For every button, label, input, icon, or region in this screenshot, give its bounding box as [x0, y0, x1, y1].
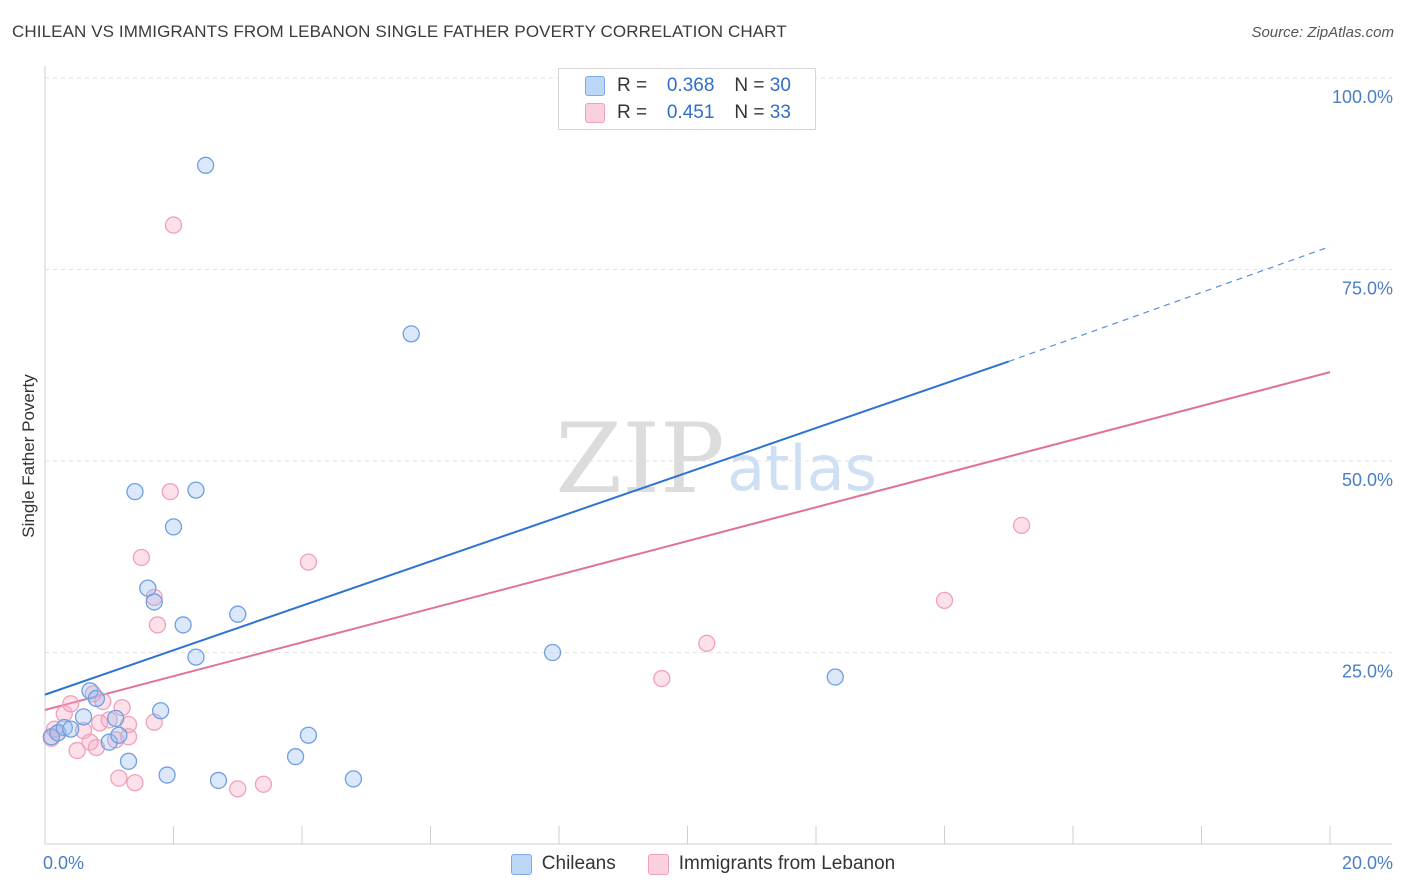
lebanon-point: [100, 711, 118, 729]
chilean-point: [174, 616, 192, 634]
legend-swatch-blue: [585, 76, 605, 96]
chart-title: CHILEAN VS IMMIGRANTS FROM LEBANON SINGL…: [12, 22, 787, 41]
lebanon-point: [254, 775, 273, 793]
legend-swatch-pink: [647, 853, 669, 875]
chilean-point: [196, 156, 215, 174]
chilean-point: [229, 605, 247, 623]
legend-row-chileans: R = 0.368 N = 30: [585, 73, 791, 99]
lebanon-point: [698, 634, 716, 652]
chilean-point: [187, 648, 205, 666]
chileans-trend-extension: [1008, 245, 1331, 362]
chilean-point: [299, 726, 318, 744]
lebanon-point: [229, 780, 247, 798]
trend-lines: [44, 245, 1331, 711]
lebanon-point: [1012, 516, 1031, 534]
chilean-point: [119, 752, 138, 770]
chilean-point: [110, 726, 128, 744]
legend-r-label: R =: [617, 75, 648, 96]
lebanon-point: [87, 738, 106, 757]
y-tick-label: 100.0%: [1332, 87, 1393, 107]
y-axis-title: Single Father Poverty: [19, 374, 38, 538]
lebanon-point: [935, 591, 954, 610]
chilean-point: [151, 702, 170, 720]
lebanon-point: [68, 741, 86, 760]
chilean-point: [100, 733, 118, 751]
legend-n-value: 33: [769, 102, 791, 123]
series-legend: Chileans Immigrants from Lebanon: [0, 851, 1406, 877]
lebanon-point: [161, 482, 179, 501]
legend-n-label: N =: [734, 102, 765, 123]
lebanon-trend-line: [44, 371, 1331, 711]
legend-swatch-pink: [585, 103, 605, 123]
watermark: ZIP atlas: [555, 403, 877, 515]
legend-r-value: 0.368: [666, 75, 715, 96]
lebanon-point: [653, 669, 671, 688]
watermark-atlas: atlas: [727, 432, 877, 505]
legend-n-value: 30: [769, 75, 791, 96]
chilean-point: [402, 325, 420, 343]
lebanon-point: [145, 588, 163, 606]
lebanon-point: [148, 616, 167, 634]
chilean-point: [164, 518, 183, 536]
chilean-point: [62, 720, 80, 738]
chilean-point: [209, 771, 228, 790]
axes: [44, 66, 1392, 845]
lebanon-point: [132, 548, 151, 567]
tick-labels: 100.0% 75.0% 50.0% 25.0% 0.0% 20.0% Single Fat…: [19, 87, 1393, 873]
lebanon-points: [42, 69, 1031, 798]
lebanon-point: [62, 695, 80, 713]
y-tick-label: 50.0%: [1342, 470, 1393, 490]
source-credit: Source: ZipAtlas.com: [1251, 24, 1394, 41]
lebanon-point: [110, 769, 128, 787]
chilean-point: [187, 481, 205, 499]
legend-label-chileans: Chileans: [541, 853, 616, 874]
chilean-point: [55, 718, 73, 737]
chilean-point: [826, 668, 844, 686]
legend-r-label: R =: [617, 102, 648, 123]
chilean-point: [126, 482, 144, 501]
lebanon-point: [113, 699, 131, 717]
y-tick-label: 75.0%: [1342, 279, 1393, 299]
x-tick-label-min: 0.0%: [43, 853, 84, 873]
lebanon-point: [90, 714, 109, 732]
watermark-zip: ZIP: [555, 403, 724, 515]
chilean-point: [74, 708, 93, 726]
lebanon-point: [126, 774, 144, 792]
lebanon-point: [55, 705, 73, 723]
correlation-legend: R = 0.368 N = 30 R = 0.451 N = 33: [558, 68, 816, 130]
chilean-point: [286, 748, 305, 766]
legend-row-lebanon: R = 0.451 N = 33: [585, 100, 791, 126]
chilean-point: [158, 766, 176, 784]
lebanon-point: [299, 553, 318, 571]
chilean-point: [107, 709, 125, 728]
chilean-point: [87, 689, 106, 708]
chilean-points: [42, 69, 844, 790]
x-tick-label-max: 20.0%: [1342, 853, 1393, 873]
legend-item-lebanon: Immigrants from Lebanon: [647, 853, 896, 875]
chilean-point: [145, 593, 163, 611]
lebanon-point: [164, 216, 183, 234]
y-tick-label: 25.0%: [1342, 662, 1393, 682]
chilean-point: [344, 770, 363, 788]
legend-n-label: N =: [734, 75, 765, 96]
legend-swatch-blue: [510, 853, 532, 875]
chilean-point: [543, 643, 562, 662]
chileans-trend-line: [44, 360, 1010, 696]
legend-r-value: 0.451: [666, 102, 715, 123]
gridlines: [45, 77, 1392, 653]
legend-label-lebanon: Immigrants from Lebanon: [678, 853, 896, 874]
legend-item-chileans: Chileans: [510, 853, 616, 875]
